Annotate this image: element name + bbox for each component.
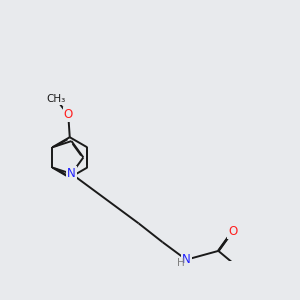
Text: H: H [177,258,185,268]
Text: N: N [182,253,190,266]
Text: CH₃: CH₃ [47,94,66,104]
Text: O: O [64,108,73,122]
Text: O: O [228,225,237,238]
Text: N: N [67,167,76,180]
